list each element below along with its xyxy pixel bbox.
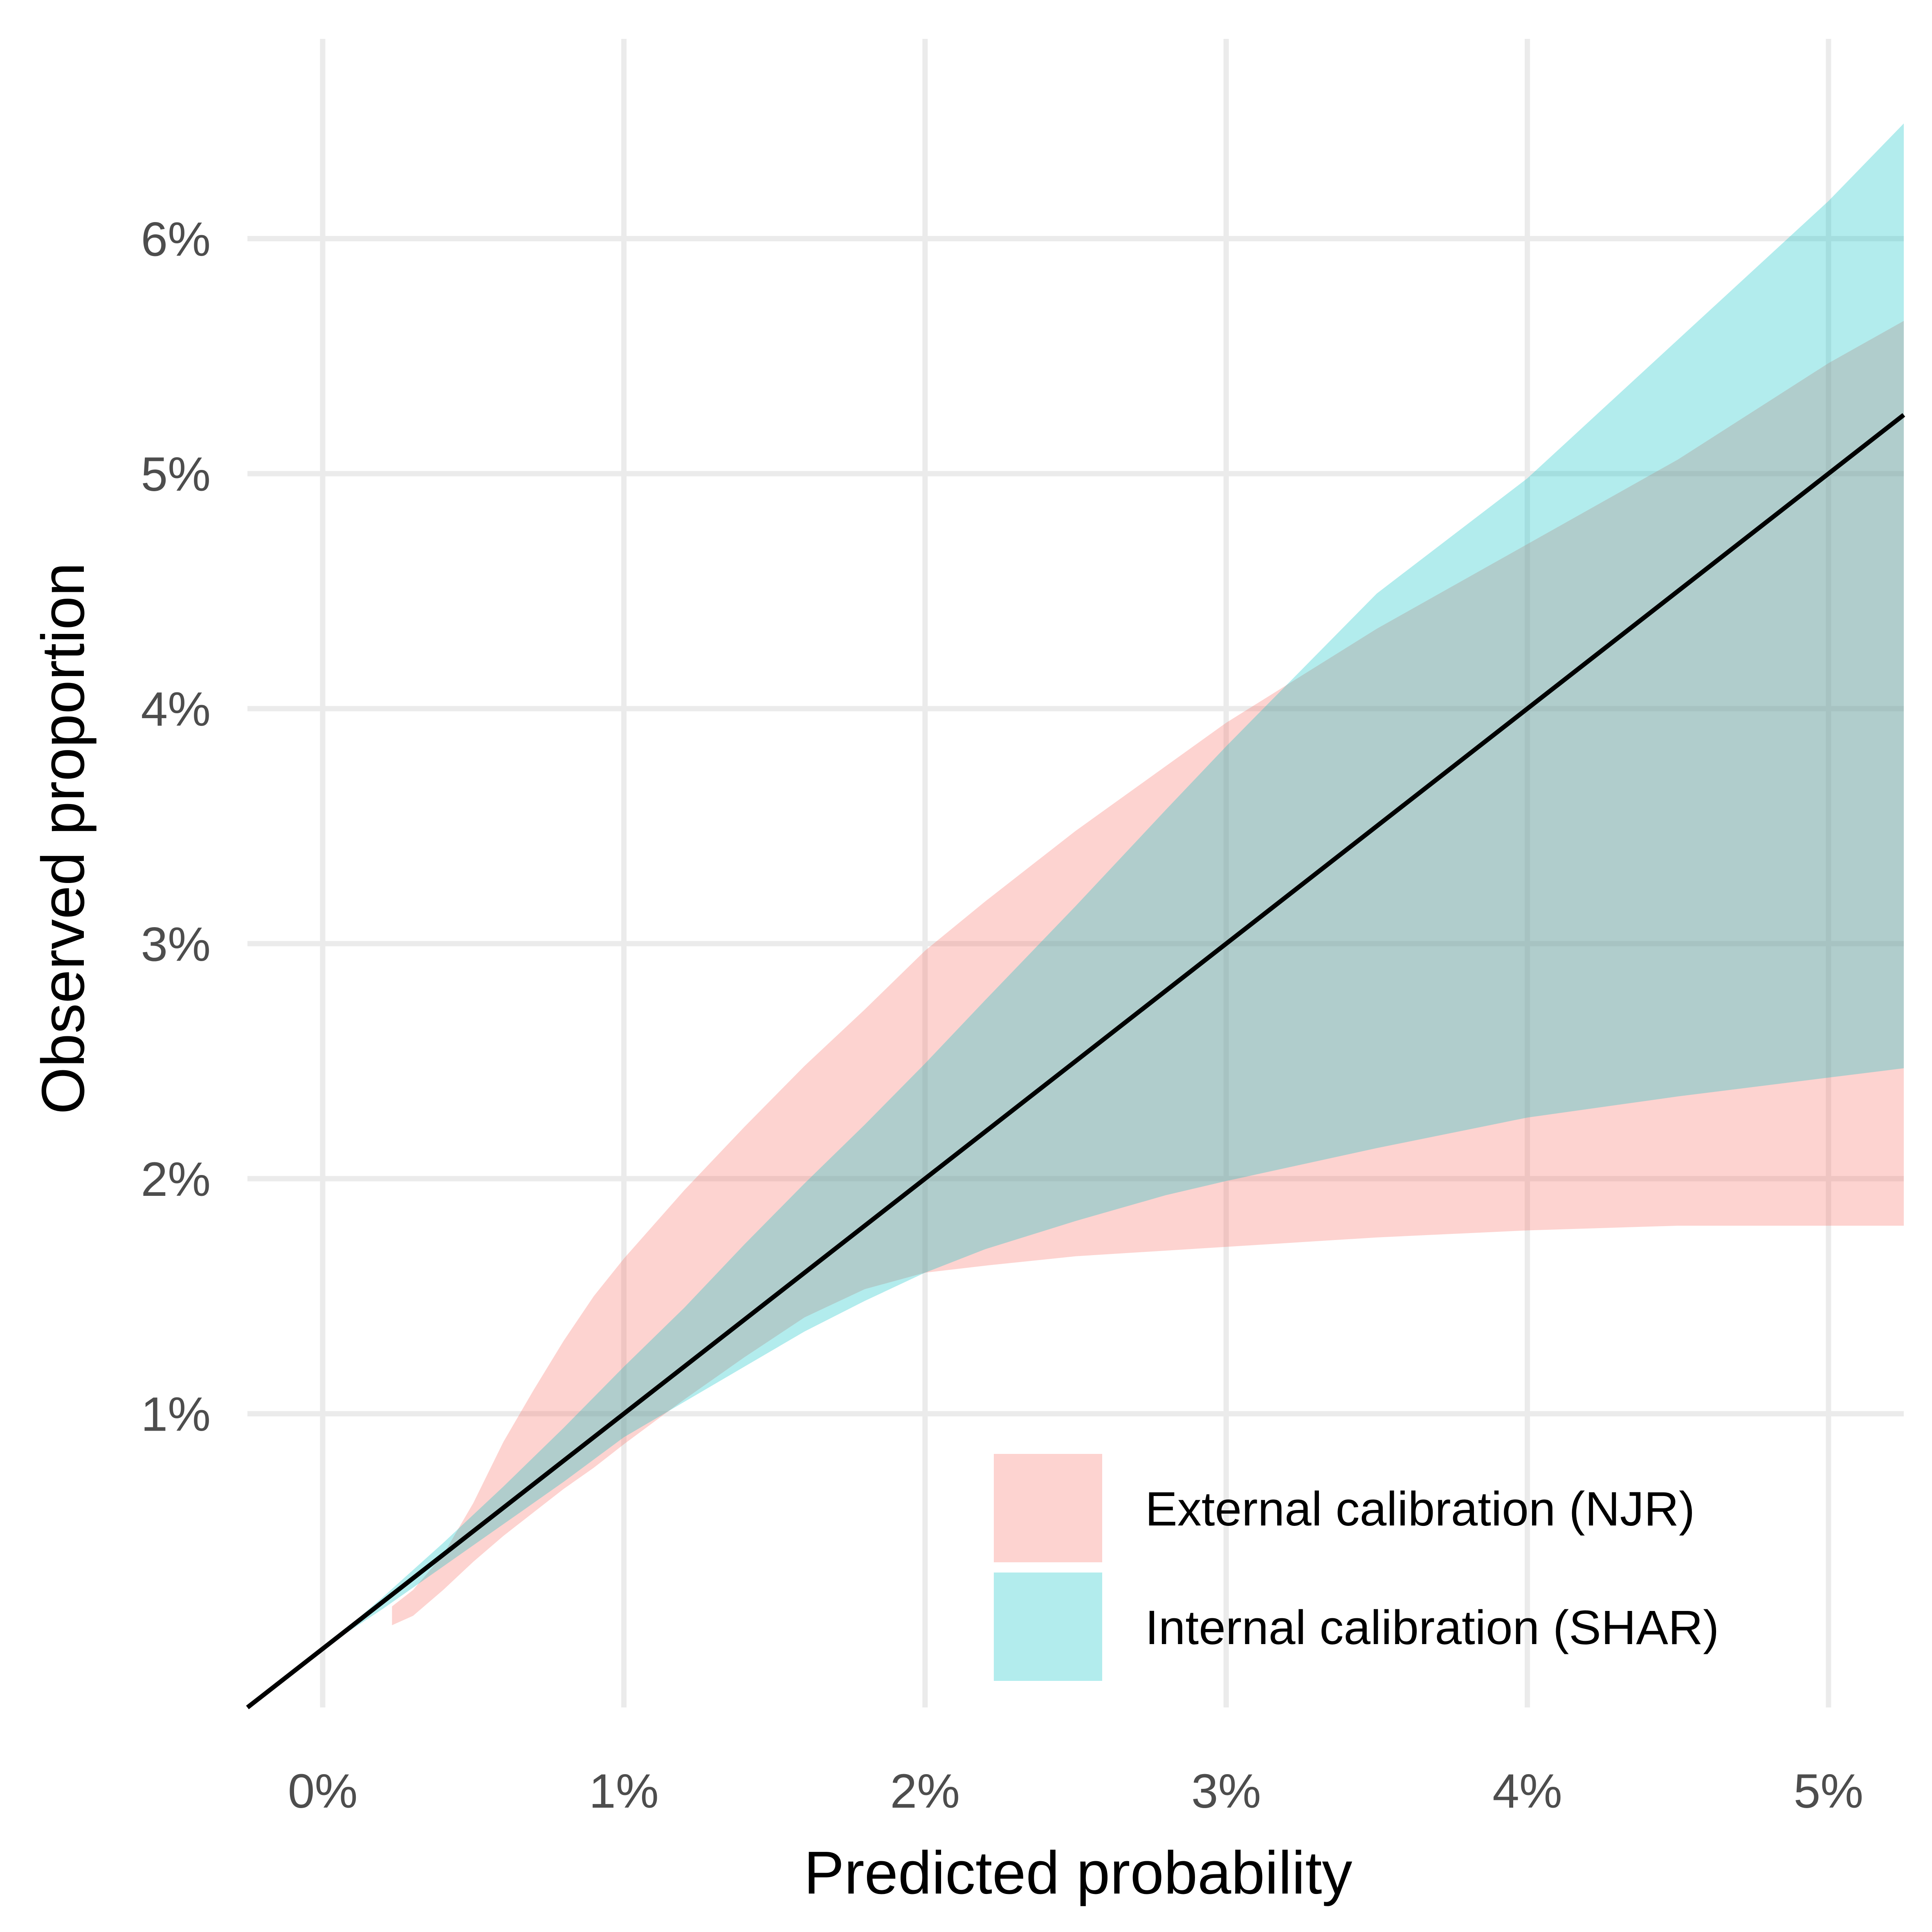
legend-label-0: External calibration (NJR) bbox=[1145, 1482, 1695, 1536]
x-tick-label-2: 2% bbox=[890, 1764, 960, 1818]
tick-labels: 0% 1% 2% 3% 4% 5% 1% 2% 3% 4% 5% 6% bbox=[141, 212, 1863, 1818]
x-axis-title: Predicted probability bbox=[804, 1839, 1352, 1907]
y-tick-label-5: 6% bbox=[141, 212, 211, 266]
y-tick-label-2: 3% bbox=[141, 917, 211, 971]
y-tick-label-3: 4% bbox=[141, 683, 211, 737]
x-tick-label-3: 3% bbox=[1191, 1764, 1261, 1818]
legend-key-0 bbox=[994, 1454, 1102, 1562]
y-axis-title: Observed proportion bbox=[29, 562, 97, 1114]
reference-line-layer bbox=[246, 413, 1905, 1710]
y-tick-label-0: 1% bbox=[141, 1388, 211, 1442]
reference-line bbox=[246, 413, 1905, 1710]
legend: External calibration (NJR) Internal calib… bbox=[994, 1454, 1719, 1681]
legend-key-1 bbox=[994, 1573, 1102, 1681]
band-series-1 bbox=[323, 123, 1904, 1649]
confidence-bands bbox=[323, 123, 1904, 1649]
grid-lines bbox=[247, 39, 1904, 1707]
y-tick-label-4: 5% bbox=[141, 447, 211, 501]
y-tick-label-1: 2% bbox=[141, 1152, 211, 1206]
x-tick-label-0: 0% bbox=[288, 1764, 358, 1818]
x-tick-label-4: 4% bbox=[1492, 1764, 1562, 1818]
x-tick-label-5: 5% bbox=[1794, 1764, 1864, 1818]
legend-label-1: Internal calibration (SHAR) bbox=[1145, 1601, 1719, 1655]
x-tick-label-1: 1% bbox=[589, 1764, 659, 1818]
